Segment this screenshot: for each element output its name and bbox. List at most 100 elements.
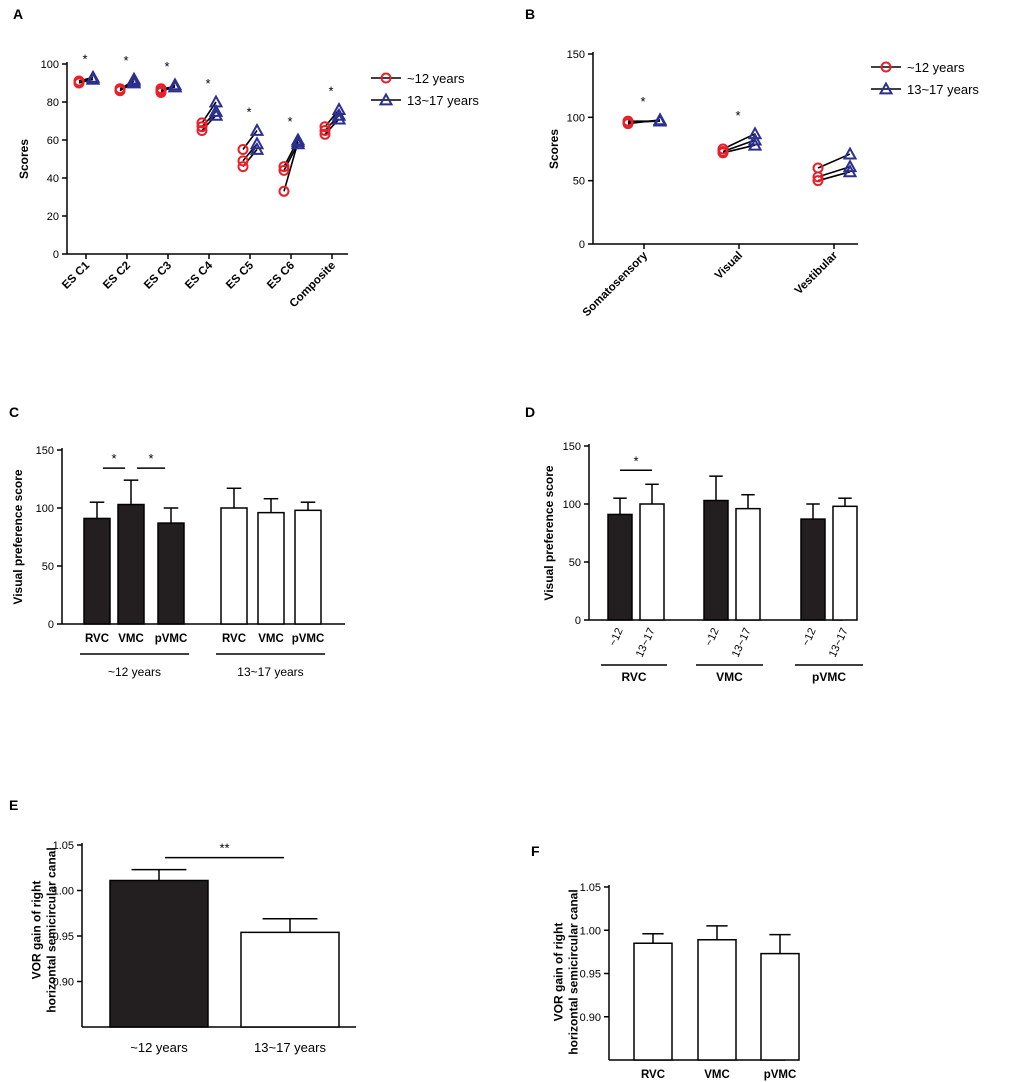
x-category-label: ES C1 [60,259,92,291]
y-tick-label: 0 [53,249,59,261]
bar [257,511,285,625]
data-point-young [155,85,167,97]
x-category-label: VMC [118,633,144,645]
data-point-older [331,107,347,121]
data-point-older [331,111,347,125]
bar [735,507,761,621]
significance-star: * [633,453,638,468]
paired-line [817,171,851,182]
significance-star: * [735,108,740,123]
y-tick-label: 100 [567,112,585,124]
panel-e: 0.90 0.95 1.00 1.05 VOR gain of right horizon… [9,797,356,1055]
x-category-label: VMC [704,1069,730,1081]
y-tick-label: 150 [36,445,54,457]
data-point-young [237,161,249,173]
x-category-label: Somatosensory [581,249,651,319]
bar [83,517,111,625]
y-tick-label: 50 [573,176,585,188]
x-category-label: VMC [258,633,284,645]
data-point-older [378,92,394,106]
significance-star: * [640,94,645,109]
y-axis-title: Visual preference score [542,465,556,601]
bar [220,507,248,625]
data-point-older [652,113,668,127]
y-tick-label: 100 [563,499,581,511]
data-point-older [747,137,763,151]
panel-letter: D [525,404,535,420]
bar [109,879,209,1028]
data-point-older [842,159,858,173]
legend-label-young: ~12 years [407,71,465,86]
data-point-young [278,161,290,173]
x-category-label: pVMC [764,1069,797,1081]
y-tick-label: 20 [47,211,59,223]
y-tick-label: 0.90 [53,977,74,989]
panel-letter: C [9,404,19,420]
paired-line [201,114,217,132]
data-point-young [319,121,331,133]
panel-b: 0 50 100 150 Scores B * Somatosensory * Visual Ves… [525,6,979,319]
paired-line [283,141,299,192]
panel-letter: E [9,797,18,813]
x-category-label: Visual [713,250,745,282]
data-point-older [208,103,224,117]
significance-star: * [164,59,169,74]
panel-letter: A [13,6,23,22]
data-point-older [249,122,265,136]
bar [697,939,737,1061]
y-tick-label: 100 [36,503,54,515]
data-point-young [237,155,249,167]
legend-label-older: 13~17 years [407,93,479,108]
data-point-young [880,61,892,73]
y-axis-title: VOR gain of right [552,923,566,1022]
panel-d: 0 50 100 150 Visual preference score D ~12 13~1… [525,404,863,684]
data-point-young [73,77,85,89]
data-point-older [249,141,265,155]
x-category-label: 13~17 [634,626,658,659]
bar [703,499,729,621]
group-label: RVC [621,670,646,684]
data-point-older [842,164,858,178]
data-point-young [196,121,208,133]
group-label: 13~17 years [237,665,303,679]
x-category-label: pVMC [155,633,188,645]
data-point-older [747,132,763,146]
data-point-young [278,164,290,176]
data-point-older [126,75,142,89]
data-point-young [380,72,392,84]
data-point-older [290,134,306,148]
y-axis-title: Visual preference score [11,469,25,605]
paired-line [242,148,258,168]
significance-star: * [246,105,251,120]
x-category-label: RVC [85,633,109,645]
x-category-label: ~12 [703,626,722,648]
y-tick-label: 1.05 [53,840,74,852]
legend-label-young: ~12 years [907,60,965,75]
data-point-young [196,117,208,129]
y-tick-label: 0 [579,239,585,251]
group-label: VMC [716,670,743,684]
y-tick-label: 60 [47,135,59,147]
bar [607,513,633,621]
panel-letter: F [531,843,540,859]
y-tick-label: 0.95 [53,931,74,943]
y-tick-label: 150 [567,49,585,61]
paired-line [817,165,851,178]
y-tick-label: 0.90 [580,1012,601,1024]
data-point-older [878,81,894,95]
bar [639,503,665,621]
y-axis-title: horizontal semicircular canal [45,847,59,1012]
data-point-older [249,136,265,150]
significance-star: ** [219,841,229,856]
data-point-older [126,71,142,85]
x-category-label: ~12 years [130,1040,188,1055]
y-tick-label: 0 [48,619,54,631]
y-axis-title: Scores [17,139,31,179]
y-tick-label: 0 [575,615,581,627]
y-axis-title: VOR gain of right [30,881,44,980]
x-category-label: ~12 [800,626,819,648]
group-label: ~12 years [108,665,161,679]
data-point-young [237,144,249,155]
data-point-older [167,79,183,93]
significance-star: * [148,451,153,466]
